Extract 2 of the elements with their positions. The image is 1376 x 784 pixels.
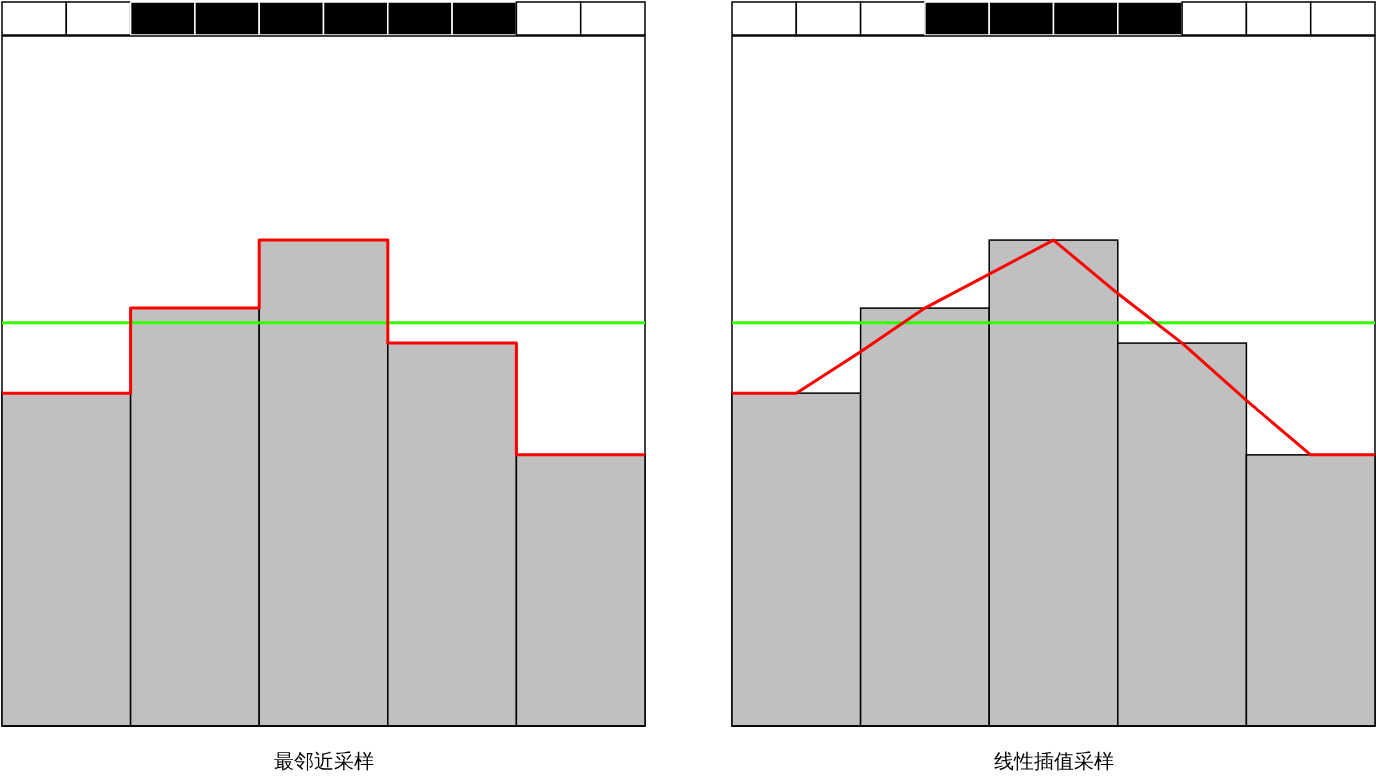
x-axis-title: 线性插值采样 (993, 749, 1114, 773)
x-axis-title: 最邻近采样 (273, 749, 374, 773)
